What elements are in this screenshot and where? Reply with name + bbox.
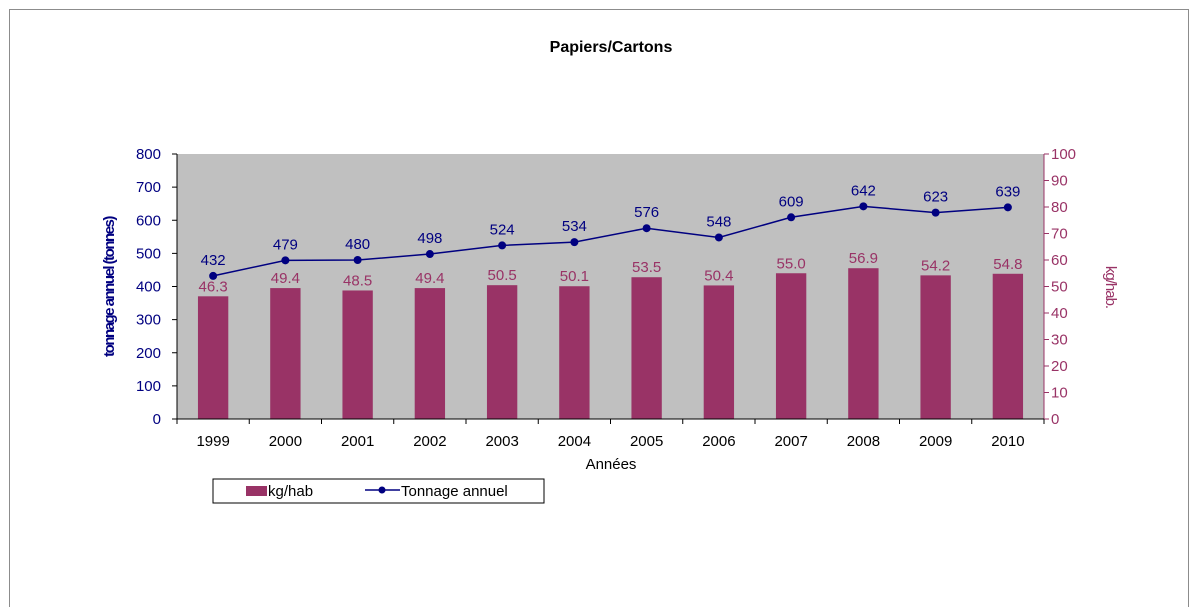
bar-value-label-2008: 56.9 [849,250,878,267]
bar-2001 [342,290,373,419]
line-point-2004 [570,238,579,247]
bar-2003 [486,285,518,419]
line-point-2005 [642,224,651,233]
y-left-tick-label: 0 [153,411,161,428]
bar-2010 [992,273,1024,419]
x-tick-label-2001: 2001 [341,433,374,450]
line-value-label-2004: 534 [562,218,587,235]
bar-value-label-2003: 50.5 [488,267,517,284]
bar-value-label-2005: 53.5 [632,259,661,276]
y-left-tick-label: 500 [136,245,161,262]
bar-value-label-2007: 55.0 [777,255,806,272]
x-tick-label-2005: 2005 [630,433,663,450]
legend-line-marker [378,486,386,494]
tonnage-line [212,205,1008,277]
line-value-label-2001: 480 [345,236,370,253]
bar-2005 [631,277,662,419]
y-left-tick-label: 300 [136,312,161,329]
x-tick-label-2003: 2003 [485,433,518,450]
line-point-1999 [209,271,218,280]
x-tick-label-2009: 2009 [919,433,952,450]
y-right-tick-label: 90 [1051,173,1068,190]
bar-2000 [270,288,301,419]
line-value-label-2006: 548 [706,213,731,230]
line-point-2006 [714,233,723,242]
line-value-label-2009: 623 [923,189,948,206]
y-left-tick-label: 400 [136,279,161,296]
line-point-2008 [859,202,868,211]
bar-2007 [775,273,807,419]
x-axis-title: Années [586,456,637,473]
y-left-tick-label: 200 [136,345,161,362]
bar-value-label-2002: 49.4 [415,270,444,287]
y-right-tick-label: 50 [1051,279,1068,296]
x-tick-label-2008: 2008 [847,433,880,450]
y-axis-left-title: tonnage annuel (tonnes) [101,216,118,357]
bar-2006 [703,285,735,419]
x-tick-label-2000: 2000 [269,433,302,450]
y-right-tick-label: 80 [1051,199,1068,216]
y-left-tick-label: 100 [136,378,161,395]
line-point-2009 [931,208,940,217]
y-right-tick-label: 100 [1051,146,1076,163]
legend: kg/hab Tonnage annuel [212,478,545,504]
line-value-label-2010: 639 [995,183,1020,200]
x-tick-label-2002: 2002 [413,433,446,450]
y-right-tick-label: 0 [1051,411,1059,428]
line-value-label-2003: 524 [490,221,515,238]
line-value-label-2007: 609 [779,193,804,210]
line-layer: 46.3 49.4 48.5 49.4 50.5 50.1 53.5 50.4 55.0 56.9… [199,182,1023,295]
y-right-tick-label: 60 [1051,252,1068,269]
chart-frame [9,9,1189,607]
y-right-tick-label: 30 [1051,332,1068,349]
bar-value-label-2004: 50.1 [560,268,589,285]
y-right-tick-label: 10 [1051,385,1068,402]
line-value-label-1999: 432 [201,252,226,269]
y-right-tick-label: 70 [1051,226,1068,243]
x-tick-label-2004: 2004 [558,433,591,450]
line-point-2001 [353,256,362,264]
line-point-2003 [498,241,507,250]
plot-area [177,154,1044,419]
bar-value-label-2000: 49.4 [271,270,300,287]
legend-label-tonnage-annuel: Tonnage annuel [401,483,508,500]
bar-value-label-2006: 50.4 [704,267,733,284]
x-tick-label-1999: 1999 [196,433,229,450]
bars-layer [197,268,1024,419]
x-tick-label-2007: 2007 [774,433,807,450]
line-point-2007 [787,213,796,222]
line-point-2002 [425,250,434,259]
legend-label-kg-hab: kg/hab [268,483,313,500]
line-point-2000 [281,256,290,265]
line-value-label-2005: 576 [634,204,659,221]
y-right-tick-label: 20 [1051,358,1068,375]
y-left-tick-label: 700 [136,179,161,196]
bar-value-label-2001: 48.5 [343,272,372,289]
line-value-label-2000: 479 [273,236,298,253]
bar-1999 [197,296,229,419]
x-tick-label-2010: 2010 [991,433,1024,450]
legend-bar-swatch [246,486,267,496]
y-axis-right-title: kg/hab. [1102,266,1119,308]
bar-2002 [414,288,446,419]
line-value-label-2002: 498 [417,230,442,247]
y-left-tick-label: 800 [136,146,161,163]
line-value-label-2008: 642 [851,182,876,199]
bar-value-label-2009: 54.2 [921,257,950,274]
bar-value-label-1999: 46.3 [199,278,228,295]
bar-2009 [920,275,951,419]
chart-title: Papiers/Cartons [550,39,673,56]
x-tick-label-2006: 2006 [702,433,735,450]
axes-layer: 0 100 200 300 400 500 600 700 800 0 10 20 30 40 50 60 70… [136,146,1076,450]
bar-2004 [559,286,590,419]
legend-box [212,478,545,504]
y-right-tick-label: 40 [1051,305,1068,322]
bar-value-label-2010: 54.8 [993,256,1022,273]
y-left-tick-label: 600 [136,212,161,229]
bar-2008 [848,268,879,419]
line-point-2010 [1003,203,1012,212]
